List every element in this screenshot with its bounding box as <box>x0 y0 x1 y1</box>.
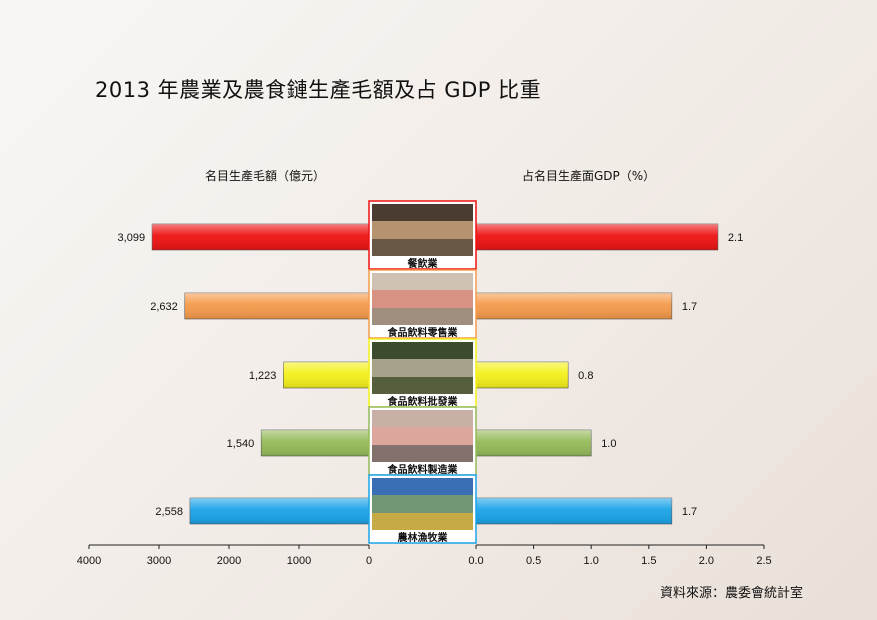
left-bar-shine <box>152 224 369 250</box>
category-photo-base <box>372 513 473 530</box>
category-photo-base <box>372 377 473 394</box>
left-tick-label: 3000 <box>147 555 171 567</box>
category-label: 食品飲料製造業 <box>387 463 459 476</box>
category-label: 農林漁牧業 <box>398 531 449 544</box>
category-photo-band <box>372 221 473 239</box>
right-bar-shine <box>476 362 569 388</box>
right-tick-label: 1.0 <box>584 555 599 567</box>
left-bar-shine <box>283 362 369 388</box>
left-data-label: 1,540 <box>227 438 255 450</box>
left-data-label: 2,558 <box>155 506 183 518</box>
chart-title: 2013 年農業及農食鏈生產毛額及占 GDP 比重 <box>95 78 542 102</box>
left-bar-shine <box>189 498 369 524</box>
right-data-label: 1.7 <box>682 506 697 518</box>
category-photo-base <box>372 445 473 462</box>
category-photo-band <box>372 495 473 513</box>
right-tick-label: 0.5 <box>526 555 541 567</box>
right-tick-label: 2.5 <box>756 555 771 567</box>
left-bar-shine <box>184 293 369 319</box>
series-left-bars: 3,099 2,632 1,223 1,540 2,558 <box>118 223 370 525</box>
category-label: 食品飲料零售業 <box>387 326 459 339</box>
left-tick-label: 4000 <box>77 555 101 567</box>
left-bar-shine <box>261 430 369 456</box>
left-tick-label: 0 <box>366 555 372 567</box>
left-axis-header: 名目生產毛額（億元） <box>205 169 326 183</box>
right-data-label: 0.8 <box>578 370 593 382</box>
right-tick-label: 0.0 <box>468 555 483 567</box>
right-data-label: 1.7 <box>682 301 697 313</box>
source-note: 資料來源：農委會統計室 <box>660 586 804 601</box>
right-axis-header: 占名目生產面GDP（%） <box>522 169 656 183</box>
right-tick-label: 2.0 <box>699 555 714 567</box>
category-label: 食品飲料批發業 <box>387 395 459 408</box>
left-axis: 4000 3000 2000 1000 0 <box>77 544 372 567</box>
category-photo-base <box>372 308 473 325</box>
category-photo-base <box>372 239 473 256</box>
category-photo-band <box>372 290 473 308</box>
category-photo-band <box>372 359 473 377</box>
category-photo-band <box>372 427 473 445</box>
left-data-label: 2,632 <box>150 301 178 313</box>
left-tick-label: 1000 <box>287 555 311 567</box>
series-right-bars: 2.1 1.7 0.8 1.0 1.7 <box>475 223 743 525</box>
right-data-label: 2.1 <box>728 232 743 244</box>
left-data-label: 1,223 <box>249 370 277 382</box>
right-bar-shine <box>476 224 718 250</box>
right-bar-shine <box>476 430 592 456</box>
right-data-label: 1.0 <box>601 438 616 450</box>
right-tick-label: 1.5 <box>641 555 656 567</box>
right-bar-shine <box>476 498 672 524</box>
category-label: 餐飲業 <box>407 257 439 270</box>
left-data-label: 3,099 <box>118 232 146 244</box>
right-axis: 0.0 0.5 1.0 1.5 2.0 2.5 <box>468 544 772 567</box>
right-bar-shine <box>476 293 672 319</box>
left-tick-label: 2000 <box>217 555 241 567</box>
